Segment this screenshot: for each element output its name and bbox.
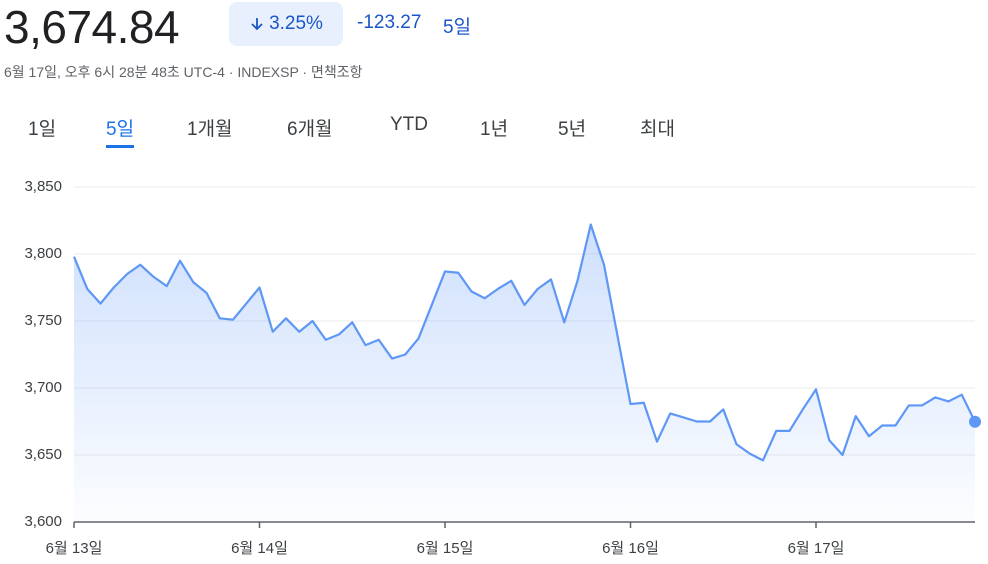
range-tab[interactable]: 최대	[640, 119, 675, 140]
range-tab[interactable]: YTD	[390, 114, 428, 135]
y-tick-label: 3,800	[24, 245, 62, 262]
range-tab[interactable]: 5년	[558, 119, 587, 140]
y-tick-label: 3,600	[24, 513, 62, 530]
range-tab[interactable]: 1일	[28, 119, 57, 140]
down-arrow	[251, 18, 263, 31]
y-tick-label: 3,750	[24, 312, 62, 329]
area	[74, 224, 975, 522]
x-tick-label: 6월 16일	[602, 540, 659, 557]
y-tick-label: 3,850	[24, 178, 62, 195]
x-tick-label: 6월 17일	[788, 540, 845, 557]
period: 5일	[443, 17, 472, 38]
x-tick-label: 6월 15일	[417, 540, 474, 557]
range-tab[interactable]: 1년	[480, 119, 509, 140]
y-tick-label: 3,700	[24, 379, 62, 396]
line	[72, 223, 976, 462]
y-tick-label: 3,650	[24, 446, 62, 463]
x-tick-label: 6월 14일	[231, 540, 288, 557]
range-tab[interactable]: 1개월	[187, 119, 233, 140]
subtitle: 6월 17일, 오후 6시 28분 48초 UTC-4 · INDEXSP · …	[4, 64, 363, 80]
price: 3,674.84	[4, 1, 180, 53]
change-percent: 3.25%	[269, 13, 323, 34]
change-badge: 3.25%	[229, 2, 343, 46]
range-tab[interactable]: 5일	[106, 114, 135, 148]
x-tick-label: 6월 13일	[46, 540, 103, 557]
last-point	[969, 415, 981, 428]
change: -123.27	[357, 12, 422, 33]
range-tab[interactable]: 6개월	[287, 119, 333, 140]
